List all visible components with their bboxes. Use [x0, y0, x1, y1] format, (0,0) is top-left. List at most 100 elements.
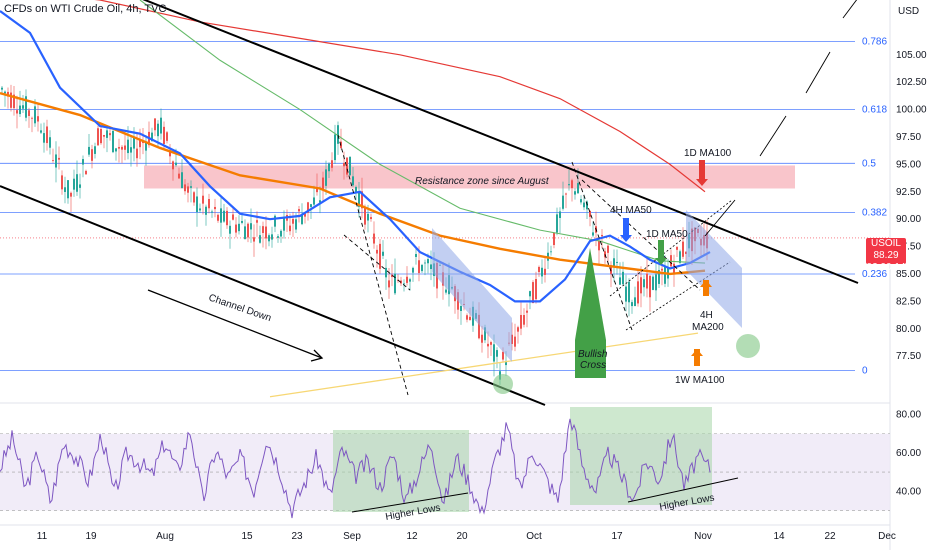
dashed-line: [581, 179, 701, 291]
candle: [196, 196, 198, 213]
bullish-label-2: Cross: [580, 360, 606, 371]
candle: [466, 315, 468, 320]
candle: [40, 130, 42, 133]
price-tick-label: 82.50: [896, 296, 921, 307]
higher-lows-line-2: [627, 477, 739, 503]
ma200-4h-label-2: MA200: [692, 322, 724, 333]
candle: [664, 266, 666, 284]
candle: [493, 344, 495, 362]
candle: [199, 208, 201, 211]
projection-arrow: [704, 199, 736, 237]
time-tick-label: 22: [824, 531, 836, 542]
candle: [559, 211, 561, 218]
channel-up-lower: [625, 261, 731, 331]
ma200-4h-arrow: [703, 280, 709, 296]
moving-averages: [0, 0, 711, 398]
candle: [142, 141, 144, 144]
candle: [94, 146, 96, 154]
rsi-highlight: [570, 407, 712, 505]
candle: [82, 159, 84, 165]
time-tick-label: Sep: [343, 531, 361, 542]
bullish-label-1: Bullish: [578, 349, 608, 360]
candle: [307, 202, 309, 213]
fib-label: 0.618: [862, 105, 887, 116]
fib-label: 0.5: [862, 158, 876, 169]
candle: [130, 147, 132, 153]
time-tick-label: Oct: [526, 531, 542, 542]
candle: [526, 310, 528, 313]
candle: [529, 291, 531, 297]
candle: [550, 251, 552, 253]
time-tick-label: 19: [85, 531, 97, 542]
dashed-line: [571, 161, 633, 331]
candle: [496, 350, 498, 357]
candle: [49, 137, 51, 148]
time-tick-label: Aug: [156, 531, 174, 542]
candle: [157, 123, 159, 137]
candle: [661, 268, 663, 271]
resistance-label: Resistance zone since August: [415, 176, 550, 187]
candle: [469, 316, 471, 321]
candle: [313, 197, 315, 205]
candle: [193, 192, 195, 203]
candle: [460, 305, 462, 312]
time-tick-label: 14: [773, 531, 785, 542]
time-tick-label: 20: [456, 531, 468, 542]
candle: [322, 177, 324, 190]
candle: [607, 245, 609, 253]
candle: [328, 163, 330, 172]
candle: [10, 92, 12, 108]
candle: [46, 126, 48, 144]
candle: [580, 199, 582, 203]
candle: [85, 170, 87, 175]
candle: [334, 134, 336, 161]
ma-1w-100: [269, 332, 699, 398]
candle: [421, 264, 423, 272]
candle: [235, 224, 237, 233]
candle: [13, 94, 15, 109]
candle: [4, 91, 6, 94]
candle: [364, 206, 366, 225]
candle: [343, 163, 345, 167]
candle: [187, 186, 189, 193]
candle: [427, 259, 429, 264]
candle: [406, 276, 408, 283]
candle: [589, 210, 591, 217]
candle: [58, 157, 60, 160]
candle: [619, 277, 621, 285]
candle: [112, 130, 114, 153]
price-tick-label: 77.50: [896, 351, 921, 362]
channel-arrowhead: [310, 349, 324, 362]
candle: [256, 220, 258, 223]
candle: [268, 235, 270, 242]
candle: [616, 261, 618, 263]
candle: [301, 214, 303, 225]
price-tick-label: 85.00: [896, 269, 921, 280]
candle: [568, 184, 570, 186]
candle: [100, 128, 102, 144]
candle: [502, 351, 504, 360]
channel-up-upper: [609, 199, 733, 297]
ma100-1d-arrow: [699, 160, 705, 180]
candle: [622, 271, 624, 285]
candle: [73, 178, 75, 190]
ma50-1d-label: 1D MA50: [646, 229, 688, 240]
candle: [103, 135, 105, 137]
candle: [571, 180, 573, 189]
candle: [265, 226, 267, 239]
rsi-tick-label: 80.00: [896, 410, 921, 421]
ma100-1d-label: 1D MA100: [684, 148, 732, 159]
fib-label: 0.786: [862, 37, 887, 48]
ma100-1w-label: 1W MA100: [675, 375, 725, 386]
candle: [541, 267, 543, 277]
candle: [643, 279, 645, 288]
trend-lines: [0, 0, 859, 406]
candle: [487, 343, 489, 347]
candle: [556, 214, 558, 233]
price-tick-label: 97.50: [896, 132, 921, 143]
fib-label: 0.236: [862, 269, 887, 280]
ma50-4h-arrow: [623, 218, 629, 236]
candle: [370, 217, 372, 220]
price-tick-label: 105.00: [896, 50, 927, 61]
